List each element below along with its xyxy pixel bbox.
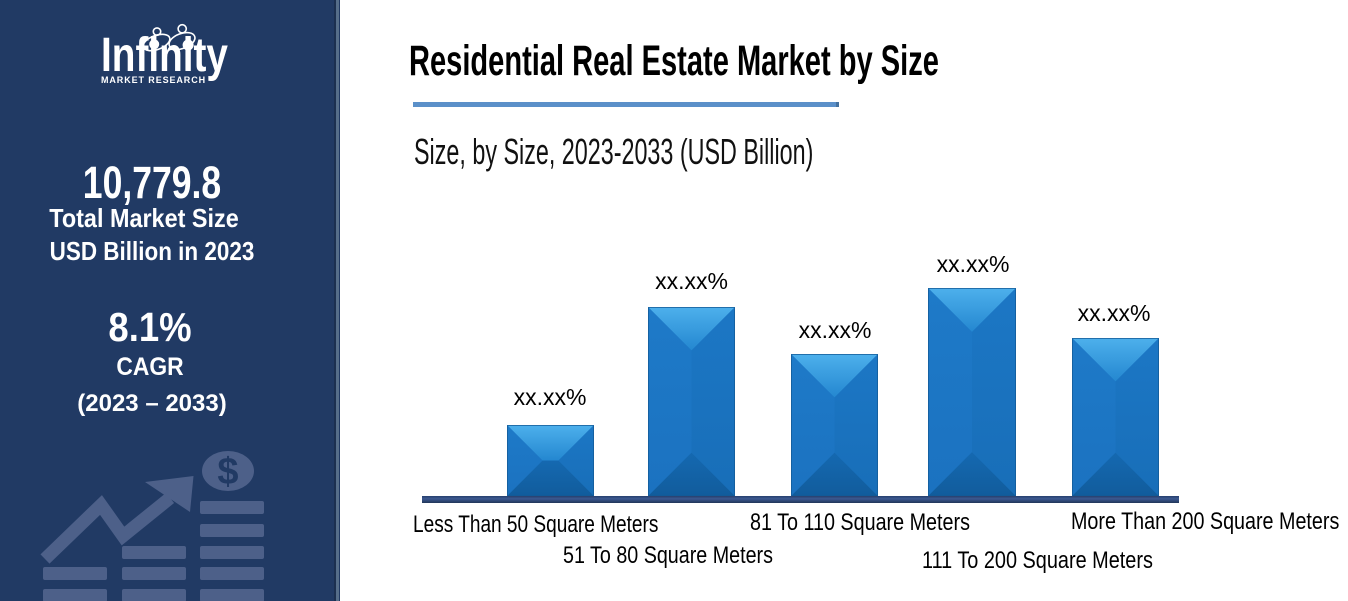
svg-text:$: $ <box>217 451 238 493</box>
